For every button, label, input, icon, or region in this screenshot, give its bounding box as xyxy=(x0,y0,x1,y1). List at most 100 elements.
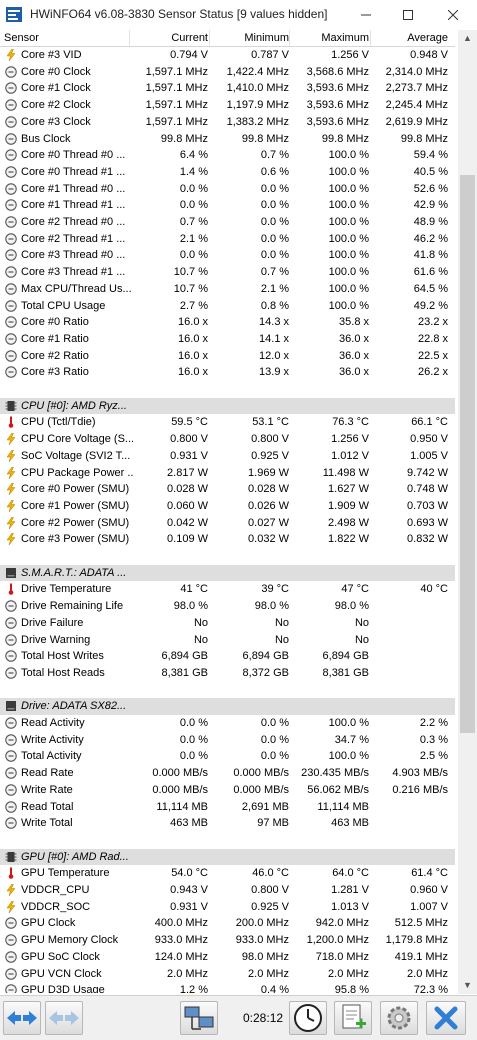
sensor-name: Core #3 Ratio xyxy=(21,366,89,379)
maximum-value: 3,593.6 MHz xyxy=(306,99,369,112)
sensor-row[interactable]: Write Rate 0.000 MB/s 0.000 MB/s 56.062 MB/… xyxy=(0,782,455,799)
logging-button[interactable] xyxy=(334,1001,372,1035)
column-divider[interactable] xyxy=(129,30,130,46)
current-value: 0.0 % xyxy=(179,249,208,262)
column-divider[interactable] xyxy=(370,30,371,46)
minimize-button[interactable] xyxy=(343,0,388,30)
col-header-average[interactable]: Average xyxy=(407,32,448,44)
col-header-maximum[interactable]: Maximum xyxy=(321,32,369,44)
sensor-row[interactable]: Core #3 Thread #1 ... 10.7 % 0.7 % 100.0 % 6… xyxy=(0,264,455,281)
sensor-group-header[interactable]: CPU [#0]: AMD Ryz... xyxy=(0,397,455,415)
sensor-row[interactable]: CPU (Tctl/Tdie) 59.5 °C 53.1 °C 76.3 °C 66.1… xyxy=(0,414,455,431)
sensor-row[interactable]: GPU SoC Clock 124.0 MHz 98.0 MHz 718.0 MHz 4… xyxy=(0,949,455,966)
sensor-row[interactable]: GPU Clock 400.0 MHz 200.0 MHz 942.0 MHz 512.… xyxy=(0,915,455,932)
sensor-row[interactable]: Drive Failure No No No xyxy=(0,615,455,632)
navigate-arrows-button[interactable] xyxy=(3,1001,41,1035)
sensor-row[interactable]: Read Rate 0.000 MB/s 0.000 MB/s 230.435 MB/… xyxy=(0,765,455,782)
col-header-sensor[interactable]: Sensor xyxy=(4,32,39,44)
sensor-row[interactable]: GPU VCN Clock 2.0 MHz 2.0 MHz 2.0 MHz 2.0 MH… xyxy=(0,966,455,983)
sensor-row[interactable]: Core #0 Power (SMU) 0.028 W 0.028 W 1.627 W… xyxy=(0,481,455,498)
blank-row xyxy=(0,381,455,398)
clock-sensor-icon xyxy=(5,266,17,278)
sensor-row[interactable]: VDDCR_CPU 0.943 V 0.800 V 1.281 V 0.960 V xyxy=(0,882,455,899)
sensor-row[interactable]: Total Host Writes 6,894 GB 6,894 GB 6,894 G… xyxy=(0,648,455,665)
sensor-row[interactable]: Core #3 Power (SMU) 0.109 W 0.032 W 1.822 W… xyxy=(0,531,455,548)
sensor-row[interactable]: Drive Temperature 41 °C 39 °C 47 °C 40 °C xyxy=(0,581,455,598)
sensor-row[interactable]: Read Activity 0.0 % 0.0 % 100.0 % 2.2 % xyxy=(0,715,455,732)
thermometer-icon xyxy=(8,867,14,880)
sensor-row[interactable]: Core #1 Power (SMU) 0.060 W 0.026 W 1.909 W… xyxy=(0,498,455,515)
sensor-row[interactable]: Core #3 VID 0.794 V 0.787 V 1.256 V 0.948 V xyxy=(0,47,455,64)
sensor-row[interactable]: CPU Core Voltage (S... 0.800 V 0.800 V 1.25… xyxy=(0,431,455,448)
sensor-row[interactable]: Core #2 Thread #0 ... 0.7 % 0.0 % 100.0 % 48… xyxy=(0,214,455,231)
sensor-row[interactable]: Core #1 Ratio 16.0 x 14.1 x 36.0 x 22.8 x xyxy=(0,331,455,348)
sensor-row[interactable]: Core #2 Ratio 16.0 x 12.0 x 36.0 x 22.5 x xyxy=(0,348,455,365)
minimum-value: 0.032 W xyxy=(248,533,289,546)
sensor-row[interactable]: Drive Remaining Life 98.0 % 98.0 % 98.0 % xyxy=(0,598,455,615)
sensor-row[interactable]: VDDCR_SOC 0.931 V 0.925 V 1.013 V 1.007 V xyxy=(0,899,455,916)
sensor-row[interactable]: Core #1 Thread #0 ... 0.0 % 0.0 % 100.0 % 52… xyxy=(0,181,455,198)
sensor-group-header[interactable]: S.M.A.R.T.: ADATA ... xyxy=(0,564,455,582)
scroll-up-arrow-icon[interactable]: ▲ xyxy=(463,33,472,43)
maximize-button[interactable] xyxy=(385,0,430,30)
sensor-row[interactable]: Core #3 Clock 1,597.1 MHz 1,383.2 MHz 3,593… xyxy=(0,114,455,131)
average-value: 26.2 x xyxy=(418,366,448,379)
sensor-name: GPU Memory Clock xyxy=(21,934,119,947)
sensor-name: Bus Clock xyxy=(21,132,71,145)
sensor-name: Write Rate xyxy=(21,783,73,796)
minimum-value: 0.0 % xyxy=(260,216,289,228)
sensor-row[interactable]: Core #0 Clock 1,597.1 MHz 1,422.4 MHz 3,568… xyxy=(0,64,455,81)
current-value: 0.931 V xyxy=(170,900,208,913)
column-divider[interactable] xyxy=(209,30,210,46)
sensor-row[interactable]: SoC Voltage (SVI2 T... 0.931 V 0.925 V 1.01… xyxy=(0,448,455,465)
minimum-value: 0.7 % xyxy=(260,266,289,279)
sensor-row[interactable]: Core #1 Thread #1 ... 0.0 % 0.0 % 100.0 % 42… xyxy=(0,197,455,214)
scroll-down-arrow-icon[interactable]: ▼ xyxy=(463,980,472,990)
settings-button[interactable] xyxy=(380,1001,418,1035)
col-header-minimum[interactable]: Minimum xyxy=(244,32,289,44)
sensor-row[interactable]: Core #0 Ratio 16.0 x 14.3 x 35.8 x 23.2 x xyxy=(0,314,455,331)
sensor-row[interactable]: Write Activity 0.0 % 0.0 % 34.7 % 0.3 % xyxy=(0,732,455,749)
sensor-row[interactable]: Total Host Reads 8,381 GB 8,372 GB 8,381 GB xyxy=(0,665,455,682)
sensor-group-header[interactable]: GPU [#0]: AMD Rad... xyxy=(0,848,455,866)
scrollbar-thumb[interactable] xyxy=(460,175,475,733)
sensor-row[interactable]: Total Activity 0.0 % 0.0 % 100.0 % 2.5 % xyxy=(0,748,455,765)
sensor-group-header[interactable]: Drive: ADATA SX82... xyxy=(0,698,455,715)
sensor-row[interactable]: GPU Temperature 54.0 °C 46.0 °C 64.0 °C 61.4… xyxy=(0,865,455,882)
sensor-row[interactable]: Bus Clock 99.8 MHz 99.8 MHz 99.8 MHz 99.8 MH… xyxy=(0,131,455,148)
reset-clock-button[interactable] xyxy=(289,1001,327,1035)
sensor-row[interactable]: Total CPU Usage 2.7 % 0.8 % 100.0 % 49.2 % xyxy=(0,298,455,315)
sensor-row[interactable]: Max CPU/Thread Us... 10.7 % 2.1 % 100.0 % 64… xyxy=(0,281,455,298)
maximum-value: 3,593.6 MHz xyxy=(306,82,369,95)
sensor-row[interactable]: Write Total 463 MB 97 MB 463 MB xyxy=(0,815,455,832)
network-button[interactable] xyxy=(180,1001,218,1035)
sensor-row[interactable]: Core #0 Thread #0 ... 6.4 % 0.7 % 100.0 % 59… xyxy=(0,147,455,164)
sensor-row[interactable]: GPU D3D Usage 1.2 % 0.4 % 95.8 % 72.3 % xyxy=(0,982,455,993)
sensor-row[interactable]: Core #2 Power (SMU) 0.042 W 0.027 W 2.498 W… xyxy=(0,515,455,532)
sensor-row[interactable]: Core #2 Thread #1 ... 2.1 % 0.0 % 100.0 % 46… xyxy=(0,231,455,248)
clock-sensor-icon xyxy=(5,750,17,763)
current-value: 6,894 GB xyxy=(161,650,208,663)
current-value: 2.0 MHz xyxy=(167,967,208,980)
maximum-value: 6,894 GB xyxy=(322,650,369,663)
navigate-arrows-disabled-button[interactable] xyxy=(45,1001,83,1035)
minimum-value: 98.0 MHz xyxy=(241,950,289,963)
column-divider[interactable] xyxy=(289,30,290,46)
sensor-row[interactable]: Core #2 Clock 1,597.1 MHz 1,197.9 MHz 3,593… xyxy=(0,97,455,114)
sensor-row[interactable]: Core #0 Thread #1 ... 1.4 % 0.6 % 100.0 % 40… xyxy=(0,164,455,181)
col-header-current[interactable]: Current xyxy=(171,32,208,44)
sensor-row[interactable]: CPU Package Power ... 2.817 W 1.969 W 11.49… xyxy=(0,465,455,482)
lightning-icon xyxy=(6,516,16,529)
vertical-scrollbar[interactable]: ▲ ▼ xyxy=(458,30,477,994)
sensor-row[interactable]: GPU Memory Clock 933.0 MHz 933.0 MHz 1,200.… xyxy=(0,932,455,949)
sensor-row[interactable]: Drive Warning No No No xyxy=(0,632,455,649)
close-button[interactable] xyxy=(430,0,475,30)
sensor-row[interactable]: Core #3 Thread #0 ... 0.0 % 0.0 % 100.0 % 41… xyxy=(0,247,455,264)
sensor-row[interactable]: Core #3 Ratio 16.0 x 13.9 x 36.0 x 26.2 x xyxy=(0,364,455,381)
sensor-row[interactable]: Core #1 Clock 1,597.1 MHz 1,410.0 MHz 3,593… xyxy=(0,80,455,97)
sensor-row[interactable]: Read Total 11,114 MB 2,691 MB 11,114 MB xyxy=(0,799,455,816)
close-sensors-button[interactable] xyxy=(426,1001,466,1035)
sensor-name: GPU SoC Clock xyxy=(21,950,100,963)
maximum-value: 95.8 % xyxy=(334,984,369,993)
current-value: 16.0 x xyxy=(178,316,208,329)
